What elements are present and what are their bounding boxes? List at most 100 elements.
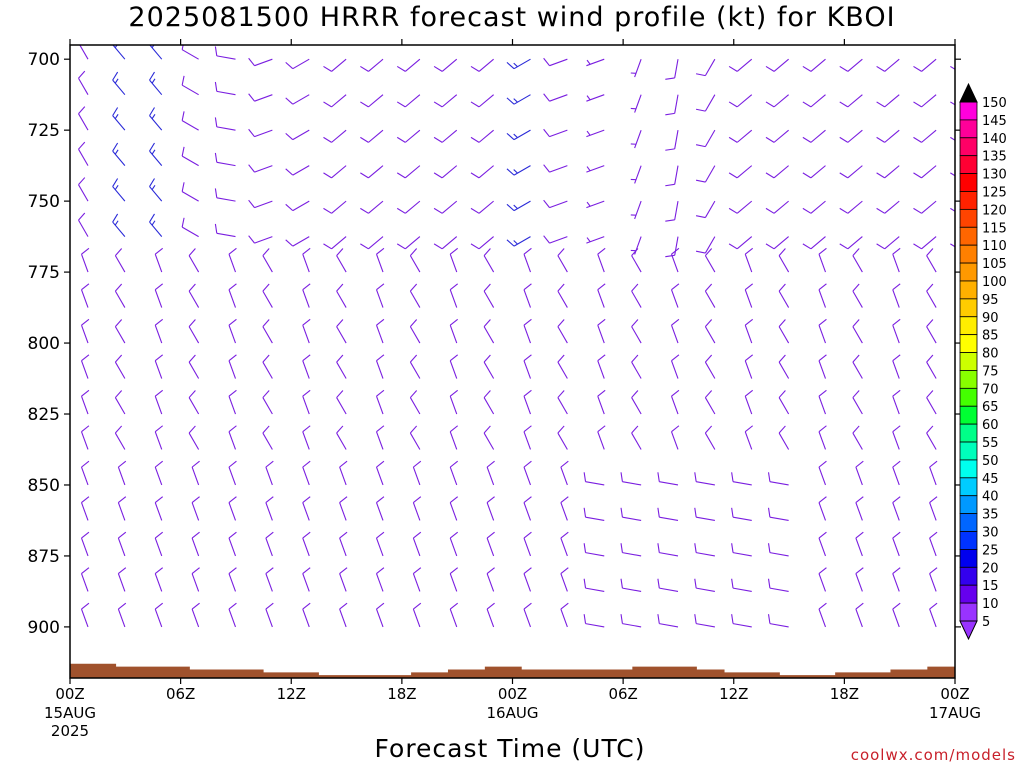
barb-staff bbox=[523, 254, 532, 273]
barb-flag-10kt bbox=[214, 188, 218, 198]
barb-flag-10kt bbox=[876, 101, 885, 108]
wind-barb bbox=[657, 578, 679, 592]
wind-barb bbox=[523, 567, 532, 592]
barb-staff bbox=[292, 129, 310, 141]
barb-flag-10kt bbox=[597, 318, 606, 326]
wind-barb bbox=[620, 578, 642, 592]
wind-barb bbox=[114, 425, 126, 450]
barb-flag-10kt bbox=[188, 248, 196, 256]
barb-flag-10kt bbox=[81, 567, 90, 575]
colorbar-cell bbox=[959, 316, 978, 336]
wind-barb bbox=[412, 460, 422, 486]
wind-barb bbox=[214, 81, 236, 96]
wind-barb bbox=[767, 543, 789, 557]
wind-barb bbox=[433, 58, 458, 72]
wind-barb bbox=[360, 129, 384, 143]
barb-staff bbox=[449, 537, 458, 557]
barb-flag-10kt bbox=[543, 128, 550, 137]
wind-barb bbox=[188, 425, 200, 450]
wind-barb bbox=[80, 425, 90, 450]
barb-staff bbox=[921, 165, 937, 179]
barb-flag-10kt bbox=[506, 61, 515, 70]
barb-flag-10kt bbox=[265, 496, 274, 504]
barb-staff bbox=[523, 395, 532, 415]
barb-flag-10kt bbox=[543, 93, 550, 102]
wind-barb bbox=[375, 460, 385, 486]
barb-staff bbox=[674, 236, 679, 256]
wind-barb bbox=[631, 425, 642, 450]
barb-flag-10kt bbox=[78, 70, 86, 79]
barb-flag-10kt bbox=[744, 354, 754, 362]
barb-staff bbox=[80, 325, 89, 344]
wind-barb bbox=[433, 200, 458, 214]
colorbar-label: 65 bbox=[982, 400, 999, 415]
barb-staff bbox=[302, 608, 310, 628]
barb-flag-10kt bbox=[704, 354, 713, 363]
barb-flag-10kt bbox=[154, 425, 164, 433]
wind-barb bbox=[665, 94, 679, 116]
barb-flag-10kt bbox=[583, 472, 587, 482]
barb-staff bbox=[855, 466, 863, 486]
barb-staff bbox=[560, 573, 568, 592]
colorbar-cell bbox=[959, 119, 978, 139]
wind-barb bbox=[228, 496, 237, 521]
barb-flag-10kt bbox=[114, 319, 123, 327]
barb-flag-10kt bbox=[892, 354, 901, 362]
barb-staff bbox=[112, 115, 126, 131]
barb-staff bbox=[557, 397, 568, 415]
wind-barb bbox=[302, 496, 311, 521]
barb-staff bbox=[404, 236, 421, 250]
barb-flag-10kt bbox=[543, 164, 550, 173]
barb-flag-10kt bbox=[665, 77, 675, 80]
barb-staff bbox=[852, 361, 863, 379]
barb-staff bbox=[149, 150, 163, 166]
wind-barb bbox=[597, 247, 606, 273]
wind-barb bbox=[154, 567, 164, 592]
barb-flag-10kt bbox=[731, 543, 734, 553]
wind-barb bbox=[657, 614, 679, 628]
barb-flag-5kt bbox=[151, 149, 156, 155]
wind-barb bbox=[149, 213, 163, 237]
barb-flag-10kt bbox=[376, 602, 385, 610]
colorbar-label: 80 bbox=[982, 347, 999, 362]
barb-flag-10kt bbox=[597, 389, 606, 397]
barb-flag-10kt bbox=[506, 203, 515, 212]
barb-flag-10kt bbox=[285, 239, 294, 247]
barb-flag-10kt bbox=[695, 73, 706, 77]
colorbar-cell bbox=[959, 584, 978, 604]
barb-flag-10kt bbox=[323, 65, 332, 72]
barb-flag-10kt bbox=[597, 425, 606, 433]
barb-staff bbox=[704, 165, 716, 183]
barb-flag-10kt bbox=[154, 602, 164, 610]
barb-flag-10kt bbox=[360, 172, 369, 179]
barb-flag-10kt bbox=[302, 283, 311, 291]
barb-staff bbox=[847, 165, 863, 179]
barb-flag-10kt bbox=[360, 136, 369, 143]
barb-flag-10kt bbox=[523, 425, 532, 433]
barb-flag-10kt bbox=[78, 106, 86, 115]
x-tick-label: 12Z bbox=[277, 685, 306, 703]
barb-staff bbox=[778, 326, 790, 344]
barb-staff bbox=[181, 49, 199, 60]
wind-barb bbox=[360, 236, 384, 250]
barb-flag-10kt bbox=[892, 460, 901, 468]
barb-staff bbox=[154, 431, 163, 450]
barb-flag-10kt bbox=[728, 101, 738, 108]
barb-flag-10kt bbox=[396, 207, 406, 214]
wind-barb bbox=[375, 531, 385, 557]
barb-staff bbox=[339, 466, 347, 486]
credit-link[interactable]: coolwx.com/models bbox=[850, 746, 1016, 764]
wind-barb bbox=[188, 390, 200, 415]
barb-staff bbox=[549, 200, 568, 209]
barb-flag-10kt bbox=[695, 108, 706, 112]
wind-barb bbox=[78, 141, 89, 166]
barb-staff bbox=[769, 587, 789, 592]
wind-barb bbox=[470, 236, 494, 250]
barb-staff bbox=[929, 537, 937, 557]
barb-flag-10kt bbox=[523, 460, 532, 468]
y-tick-label: 725 bbox=[28, 121, 60, 141]
wind-barb bbox=[262, 354, 273, 379]
wind-barb bbox=[112, 142, 126, 166]
wind-barb bbox=[543, 235, 568, 244]
wind-barb bbox=[154, 460, 164, 486]
